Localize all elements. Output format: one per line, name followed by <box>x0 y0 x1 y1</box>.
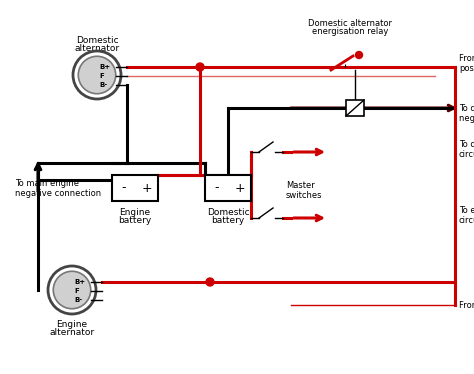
Text: From ignition switch: From ignition switch <box>459 300 474 310</box>
Text: alternator: alternator <box>49 328 94 337</box>
Text: +: + <box>141 181 152 194</box>
Text: Domestic: Domestic <box>207 208 249 217</box>
Text: B+: B+ <box>99 64 110 70</box>
Text: battery: battery <box>211 216 245 225</box>
Text: Domestic: Domestic <box>76 36 118 45</box>
Text: F: F <box>99 73 104 79</box>
Text: Master: Master <box>286 181 315 190</box>
Circle shape <box>356 52 363 58</box>
Bar <box>112 175 158 201</box>
Text: B-: B- <box>99 82 107 88</box>
Text: Engine: Engine <box>56 320 88 329</box>
Circle shape <box>206 278 214 286</box>
Text: battery: battery <box>118 216 152 225</box>
Text: B-: B- <box>74 297 82 303</box>
Text: To domestic: To domestic <box>459 140 474 148</box>
Text: -: - <box>121 181 126 194</box>
Text: negative busbar: negative busbar <box>459 113 474 123</box>
Text: circuits: circuits <box>459 150 474 159</box>
Text: To main engine: To main engine <box>15 178 79 187</box>
Text: Engine: Engine <box>119 208 151 217</box>
Text: negative connection: negative connection <box>15 188 101 197</box>
Text: Domestic alternator: Domestic alternator <box>308 19 392 28</box>
Text: F: F <box>74 288 79 294</box>
Text: -: - <box>214 181 219 194</box>
Text: switches: switches <box>286 190 322 199</box>
Circle shape <box>78 56 116 94</box>
Text: positive: positive <box>459 64 474 73</box>
Text: To engine: To engine <box>459 205 474 215</box>
Text: To domestic: To domestic <box>459 104 474 113</box>
Text: alternator: alternator <box>74 44 119 53</box>
Text: B+: B+ <box>74 279 85 285</box>
Circle shape <box>53 271 91 309</box>
Circle shape <box>196 63 204 71</box>
Text: From domestic: From domestic <box>459 53 474 62</box>
Text: +: + <box>234 181 245 194</box>
Text: energisation relay: energisation relay <box>312 27 388 36</box>
Bar <box>205 175 251 201</box>
Bar <box>346 100 364 116</box>
Text: circuits: circuits <box>459 215 474 224</box>
